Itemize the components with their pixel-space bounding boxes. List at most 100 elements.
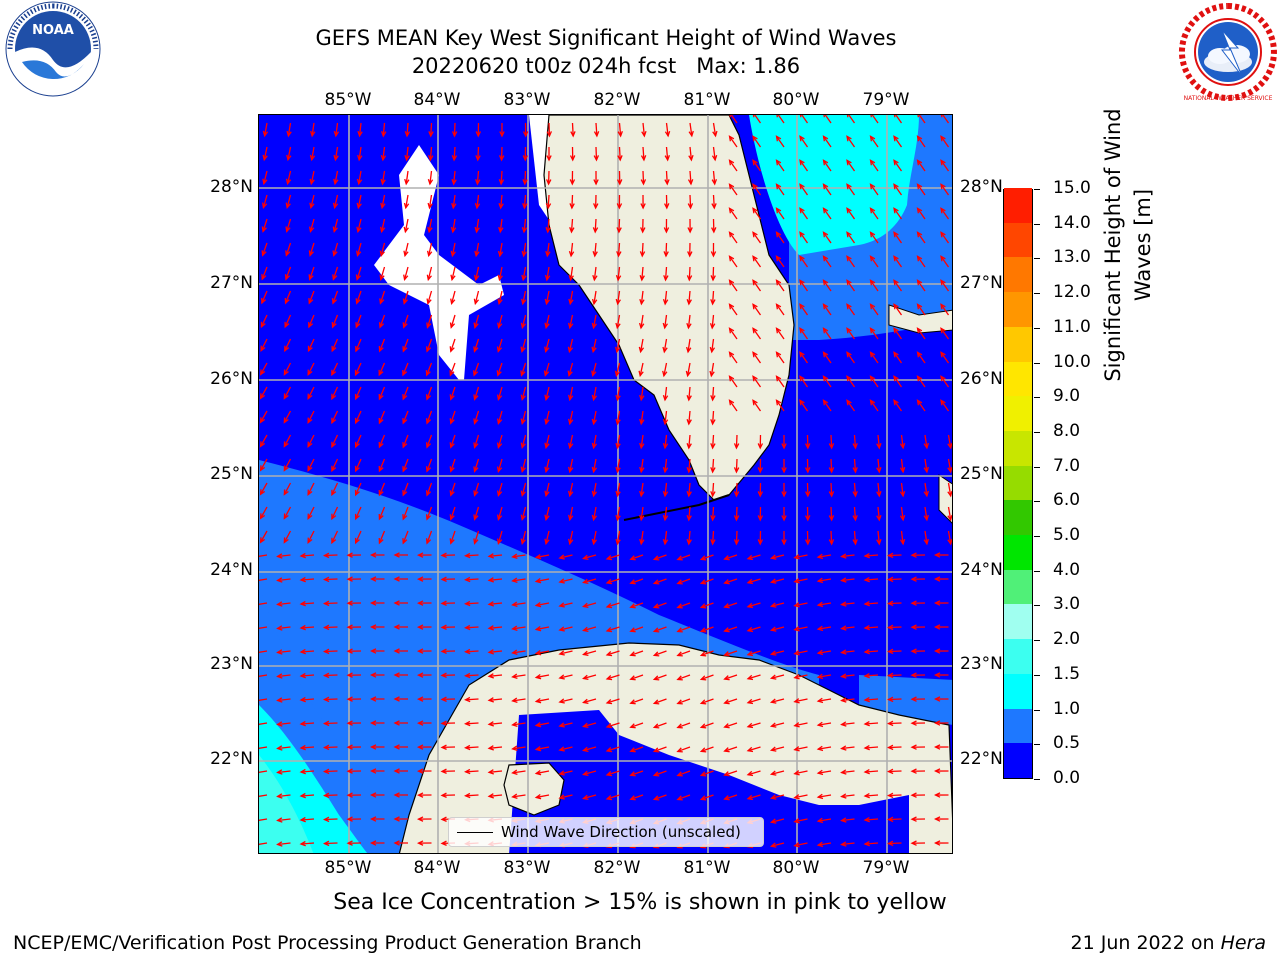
lon-label-top-81w: 81°W	[683, 90, 731, 110]
wind-wave-arrow	[512, 554, 526, 558]
wind-wave-arrowhead	[534, 649, 542, 656]
wind-wave-arrow	[450, 314, 456, 328]
wind-wave-arrow	[940, 375, 950, 388]
wind-wave-arrowhead	[846, 375, 852, 382]
wind-wave-arrow	[618, 146, 621, 161]
wind-wave-arrow	[606, 674, 620, 680]
wind-wave-arrow	[606, 578, 620, 584]
wind-wave-arrowhead	[639, 275, 645, 282]
wind-wave-arrowhead	[299, 552, 306, 559]
wind-wave-arrowhead	[322, 792, 330, 799]
wind-wave-arrow	[285, 242, 292, 256]
wind-wave-arrow	[688, 458, 691, 473]
wind-wave-arrowhead	[259, 393, 266, 400]
wind-wave-arrowhead	[840, 817, 847, 823]
wind-wave-arrowhead	[591, 394, 598, 402]
wind-wave-arrowhead	[378, 513, 384, 521]
wind-wave-arrow	[640, 410, 644, 424]
wind-wave-arrowhead	[822, 207, 829, 214]
wind-wave-arrowhead	[309, 226, 315, 233]
wind-wave-arrow	[331, 506, 339, 520]
wind-wave-arrowhead	[775, 279, 782, 286]
wind-wave-arrow	[823, 351, 832, 364]
colorbar-tick-label: 12.0	[1053, 282, 1091, 303]
wind-wave-arrowhead	[592, 251, 598, 258]
wind-wave-arrowhead	[276, 577, 283, 583]
wind-wave-arrow	[300, 698, 315, 701]
wind-wave-arrow	[846, 183, 856, 196]
wind-wave-arrowhead	[440, 768, 447, 774]
wind-wave-arrowhead	[569, 179, 576, 186]
wind-wave-arrowhead	[886, 624, 894, 631]
wind-wave-arrowhead	[899, 514, 906, 522]
wind-wave-arrow	[334, 170, 339, 184]
wind-wave-arrow	[583, 698, 597, 704]
wind-wave-arrowhead	[615, 514, 621, 522]
wind-wave-arrow	[512, 674, 526, 678]
wind-wave-arrowhead	[511, 625, 518, 631]
wind-wave-arrowhead	[816, 577, 824, 584]
wind-wave-arrowhead	[544, 346, 550, 354]
wind-wave-arrow	[747, 770, 761, 776]
wind-wave-arrowhead	[402, 538, 408, 545]
wind-wave-arrowhead	[752, 207, 758, 214]
wind-wave-arrow	[940, 399, 950, 412]
wind-wave-arrowhead	[687, 251, 693, 258]
wind-wave-arrowhead	[393, 552, 400, 558]
wind-wave-arrow	[497, 458, 503, 472]
wind-wave-arrow	[630, 554, 644, 560]
wind-wave-arrow	[559, 746, 573, 751]
wind-wave-arrow	[617, 266, 621, 280]
wind-wave-arrow	[841, 770, 855, 774]
wind-wave-arrowhead	[605, 699, 613, 705]
wind-wave-arrowhead	[793, 722, 800, 728]
wind-wave-arrowhead	[662, 370, 668, 378]
wind-wave-arrow	[940, 231, 950, 244]
wind-wave-arrowhead	[451, 131, 458, 138]
wind-wave-arrow	[546, 242, 550, 256]
colorbar-tick	[1034, 223, 1040, 225]
wind-wave-arrowhead	[558, 602, 565, 608]
wind-wave-arrowhead	[629, 675, 636, 681]
wind-wave-arrowhead	[449, 394, 455, 401]
wind-wave-arrowhead	[402, 466, 408, 473]
colorbar-tick	[1034, 779, 1040, 780]
wind-wave-arrow	[300, 650, 315, 653]
colorbar-tick-label: 1.5	[1053, 663, 1081, 684]
wind-wave-arrowhead	[416, 720, 424, 726]
wind-wave-arrow	[262, 218, 268, 232]
wind-wave-arrow	[545, 338, 550, 352]
wind-wave-arrowhead	[449, 346, 455, 353]
wind-wave-arrowhead	[427, 226, 433, 234]
wind-wave-arrow	[701, 650, 714, 656]
wind-wave-arrowhead	[916, 327, 923, 334]
wind-wave-arrowhead	[496, 418, 503, 425]
wind-wave-arrowhead	[558, 578, 565, 584]
wind-wave-arrowhead	[520, 442, 526, 450]
wind-wave-arrowhead	[923, 466, 929, 474]
wind-wave-arrowhead	[487, 793, 494, 799]
wind-wave-arrow	[521, 410, 527, 424]
wind-wave-arrow	[547, 218, 550, 233]
wind-wave-arrow	[402, 338, 409, 352]
wind-wave-arrowhead	[582, 650, 589, 656]
wind-wave-arrowhead	[473, 394, 479, 401]
wind-wave-arrowhead	[346, 576, 353, 582]
wind-wave-arrow	[848, 115, 856, 124]
wind-wave-arrowhead	[451, 179, 457, 186]
wind-wave-arrowhead	[617, 155, 623, 162]
wind-wave-arrow	[853, 434, 857, 449]
wind-wave-arrowhead	[496, 394, 503, 401]
wind-wave-arrowhead	[822, 351, 829, 358]
wind-wave-arrowhead	[276, 841, 283, 847]
wind-wave-arrow	[841, 698, 855, 702]
wind-wave-arrowhead	[746, 554, 754, 561]
wind-wave-arrow	[846, 207, 856, 220]
wind-wave-arrow	[724, 698, 738, 704]
wind-wave-arrowhead	[710, 395, 716, 402]
wind-wave-arrow	[307, 530, 315, 543]
wind-wave-arrowhead	[629, 723, 636, 729]
wind-wave-arrowhead	[307, 489, 313, 496]
wind-wave-arrow	[654, 578, 667, 585]
wind-wave-arrow	[711, 434, 715, 449]
